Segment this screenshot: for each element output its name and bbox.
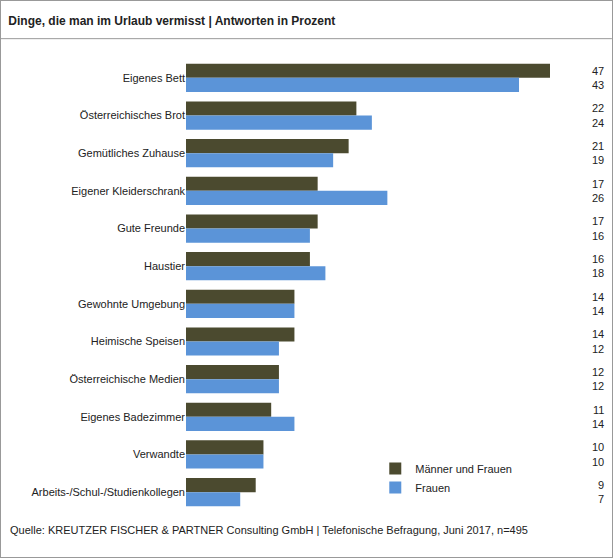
svg-text:14: 14 [592, 291, 604, 303]
svg-text:Quelle: KREUTZER FISCHER & PAR: Quelle: KREUTZER FISCHER & PARTNER Consu… [10, 524, 528, 536]
svg-text:17: 17 [592, 178, 604, 190]
svg-text:Arbeits-/Schul-/Studienkollege: Arbeits-/Schul-/Studienkollegen [32, 486, 185, 498]
svg-text:16: 16 [592, 230, 604, 242]
svg-text:Eigenes Bett: Eigenes Bett [123, 72, 185, 84]
svg-text:Österreichisches Brot: Österreichisches Brot [80, 109, 185, 121]
svg-text:21: 21 [592, 140, 604, 152]
svg-text:24: 24 [592, 117, 604, 129]
svg-text:Heimische Speisen: Heimische Speisen [91, 335, 185, 347]
svg-text:10: 10 [592, 456, 604, 468]
svg-text:Dinge, die man im Urlaub vermi: Dinge, die man im Urlaub vermisst | Antw… [8, 14, 335, 28]
svg-text:22: 22 [592, 102, 604, 114]
svg-text:Eigenes Badezimmer: Eigenes Badezimmer [80, 411, 185, 423]
svg-text:16: 16 [592, 253, 604, 265]
svg-text:26: 26 [592, 192, 604, 204]
svg-text:Gewohnte Umgebung: Gewohnte Umgebung [78, 298, 185, 310]
svg-text:14: 14 [592, 418, 604, 430]
svg-text:Gemütliches Zuhause: Gemütliches Zuhause [78, 147, 185, 159]
svg-text:Gute Freunde: Gute Freunde [117, 222, 185, 234]
svg-text:19: 19 [592, 154, 604, 166]
svg-text:Haustier: Haustier [144, 260, 185, 272]
svg-text:7: 7 [598, 493, 604, 505]
svg-text:9: 9 [598, 479, 604, 491]
svg-text:14: 14 [592, 328, 604, 340]
svg-text:18: 18 [592, 267, 604, 279]
svg-text:Eigener Kleiderschrank: Eigener Kleiderschrank [71, 185, 185, 197]
svg-text:Männer und Frauen: Männer und Frauen [415, 463, 512, 475]
svg-text:10: 10 [592, 441, 604, 453]
svg-text:47: 47 [592, 65, 604, 77]
svg-text:14: 14 [592, 305, 604, 317]
svg-text:17: 17 [592, 215, 604, 227]
svg-text:11: 11 [593, 404, 604, 416]
svg-text:43: 43 [592, 79, 604, 91]
svg-text:Österreichische Medien: Österreichische Medien [69, 373, 185, 385]
svg-text:Verwandte: Verwandte [133, 448, 185, 460]
svg-text:Frauen: Frauen [415, 482, 450, 494]
svg-text:12: 12 [592, 380, 604, 392]
svg-text:12: 12 [592, 366, 604, 378]
svg-text:12: 12 [592, 343, 604, 355]
